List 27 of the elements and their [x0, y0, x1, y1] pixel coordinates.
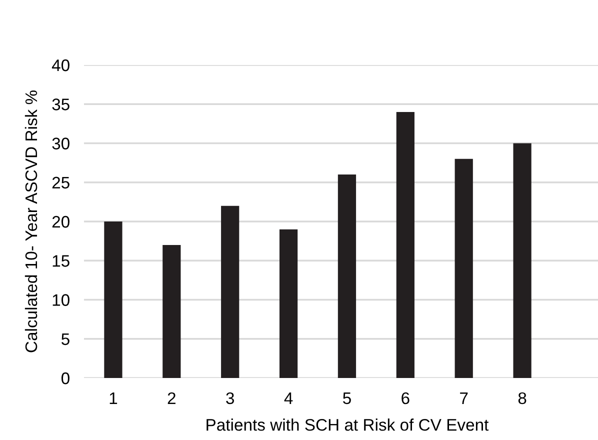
- y-tick-label: 35: [52, 98, 70, 110]
- y-tick-label: 25: [52, 176, 70, 189]
- x-tick-label: 7: [460, 392, 468, 404]
- bar: [162, 244, 181, 378]
- x-tick-label: 1: [110, 392, 118, 404]
- bar: [513, 143, 532, 378]
- y-tick-label: 5: [62, 333, 70, 346]
- bar: [279, 229, 298, 378]
- y-tick-label: 15: [52, 255, 70, 267]
- bar: [104, 222, 122, 378]
- y-tick-label: 10: [52, 294, 70, 306]
- y-tick-label: 30: [52, 138, 70, 150]
- y-tick-label: 0: [61, 372, 70, 384]
- y-tick-label: 40: [52, 59, 70, 72]
- bar: [338, 174, 356, 378]
- x-tick-label: 3: [226, 392, 234, 404]
- y-tick-label: 20: [52, 216, 70, 228]
- x-axis-title: Patients with SCH at Risk of CV Event: [206, 418, 489, 431]
- bar: [454, 158, 473, 378]
- x-tick-label: 4: [284, 392, 293, 404]
- x-tick-label: 8: [518, 392, 526, 404]
- x-tick-label: 2: [168, 392, 176, 404]
- bar: [396, 112, 414, 378]
- x-tick-label: 5: [343, 392, 351, 404]
- x-tick-label: 6: [402, 392, 410, 404]
- bar: [221, 206, 240, 378]
- y-axis-title: Calculated 10- Year ASCVD Risk %: [24, 90, 38, 352]
